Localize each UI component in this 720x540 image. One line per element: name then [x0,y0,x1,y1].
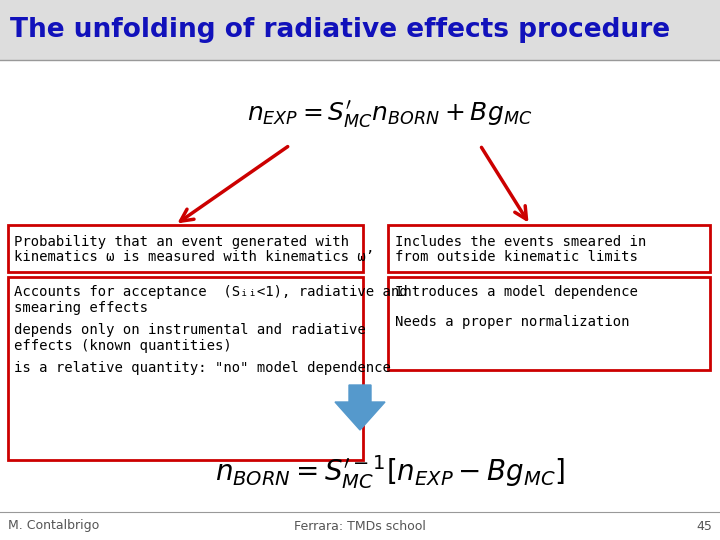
Text: The unfolding of radiative effects procedure: The unfolding of radiative effects proce… [10,17,670,43]
Text: M. Contalbrigo: M. Contalbrigo [8,519,99,532]
Text: from outside kinematic limits: from outside kinematic limits [395,250,638,264]
Text: is a relative quantity: "no" model dependence: is a relative quantity: "no" model depen… [14,361,391,375]
Bar [8,277,363,460]
Bar [8,225,363,272]
Text: Includes the events smeared in: Includes the events smeared in [395,235,647,249]
Text: Accounts for acceptance  (Sᵢᵢ<1), radiative and: Accounts for acceptance (Sᵢᵢ<1), radiati… [14,285,408,299]
Text: smearing effects: smearing effects [14,301,148,315]
Bar [0,0,720,60]
Bar [388,225,710,272]
Text: depends only on instrumental and radiative: depends only on instrumental and radiati… [14,323,366,337]
Text: 45: 45 [696,519,712,532]
Text: effects (known quantities): effects (known quantities) [14,339,232,353]
Text: Ferrara: TMDs school: Ferrara: TMDs school [294,519,426,532]
Text: $n_{BORN} = S^{\prime-1}_{MC} \left[ n_{EXP} - Bg_{MC} \right]$: $n_{BORN} = S^{\prime-1}_{MC} \left[ n_{… [215,453,565,491]
Text: $n_{EXP} = S^{\prime}_{MC} n_{BORN} + Bg_{MC}$: $n_{EXP} = S^{\prime}_{MC} n_{BORN} + Bg… [248,99,533,131]
Text: Introduces a model dependence: Introduces a model dependence [395,285,638,299]
Text: Probability that an event generated with: Probability that an event generated with [14,235,349,249]
FancyArrow shape [335,385,385,430]
Bar [388,277,710,370]
Text: kinematics ω is measured with kinematics ω’: kinematics ω is measured with kinematics… [14,250,374,264]
Text: Needs a proper normalization: Needs a proper normalization [395,315,629,329]
